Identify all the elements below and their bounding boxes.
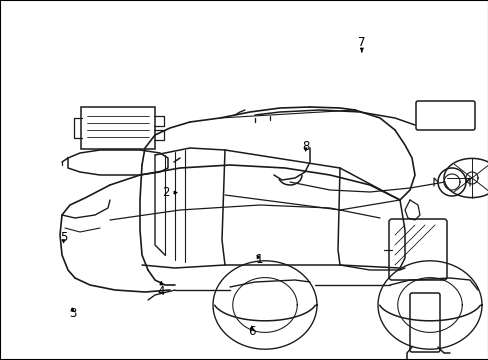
Text: 2: 2 [162, 186, 177, 199]
FancyBboxPatch shape [81, 107, 155, 149]
Text: 6: 6 [247, 325, 255, 338]
Text: 1: 1 [255, 253, 263, 266]
FancyBboxPatch shape [388, 219, 446, 280]
Text: 8: 8 [301, 140, 309, 153]
Text: 5: 5 [60, 231, 67, 244]
Text: 7: 7 [357, 36, 365, 52]
FancyBboxPatch shape [415, 101, 474, 130]
FancyBboxPatch shape [409, 293, 439, 352]
Text: 4: 4 [157, 282, 165, 298]
Text: 3: 3 [68, 307, 76, 320]
